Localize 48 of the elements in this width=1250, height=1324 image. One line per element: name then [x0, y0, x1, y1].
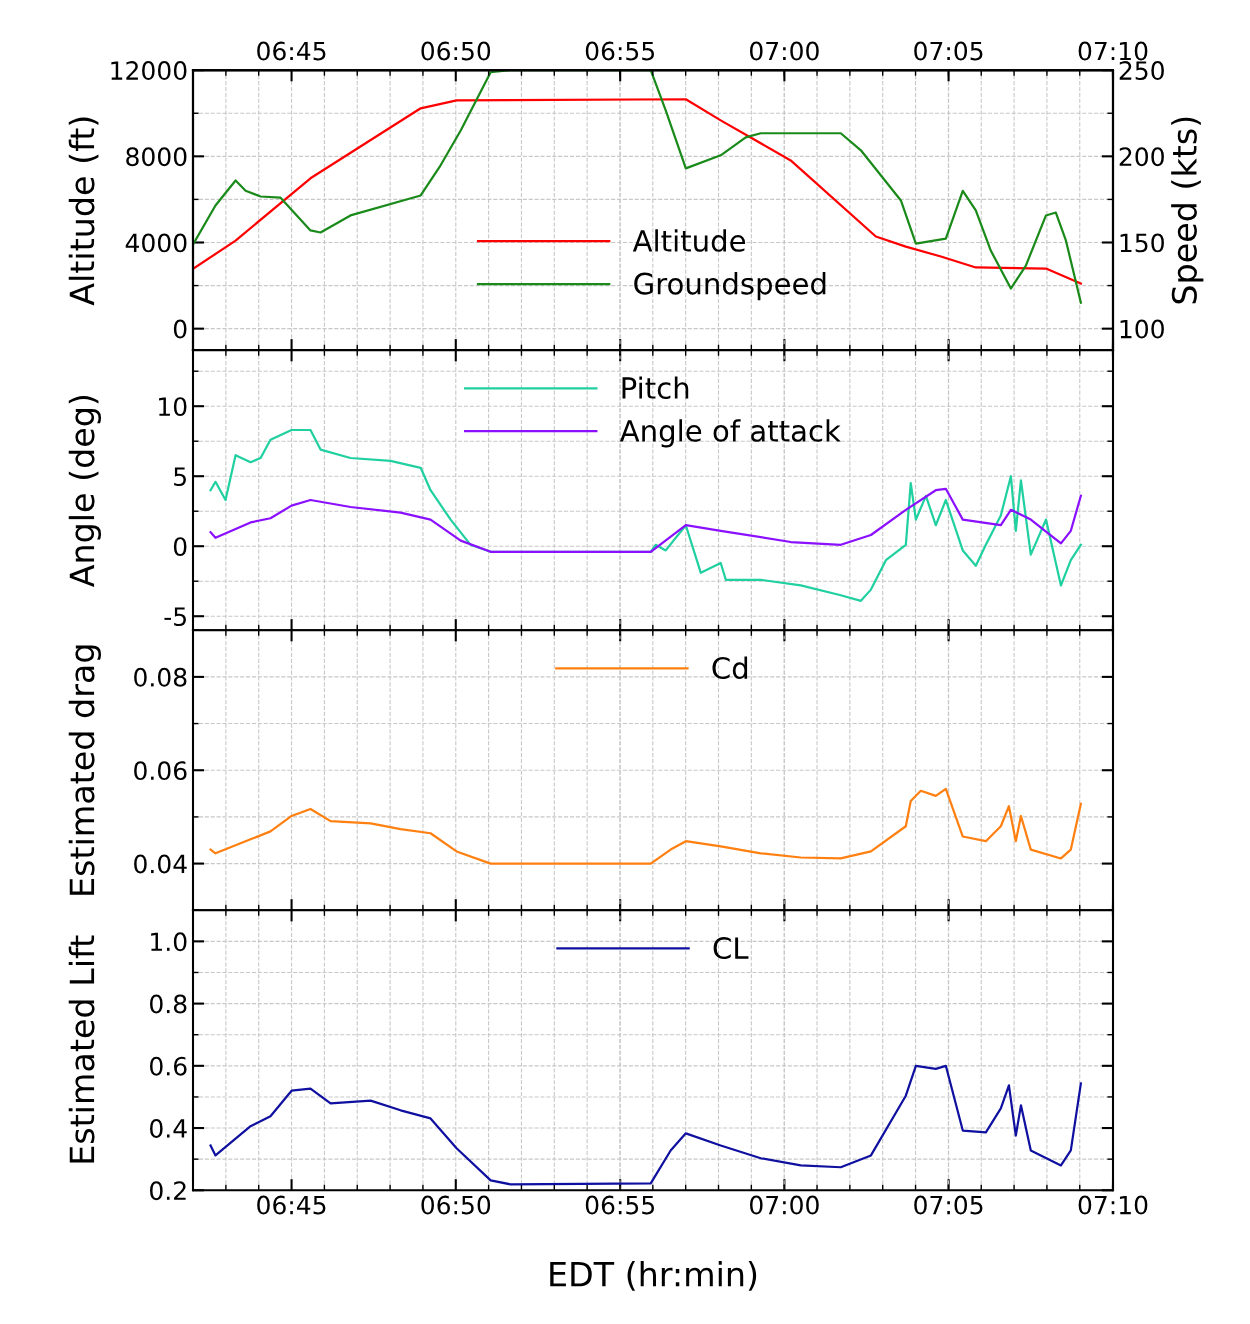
- y-tick-label: 1.0: [151, 932, 187, 952]
- legend-label: Angle of attack: [619, 419, 841, 448]
- x2-tick-label: 07:10: [1078, 41, 1148, 61]
- x2-tick-label: 06:45: [257, 41, 326, 61]
- y2-tick-label: 150: [1120, 233, 1164, 253]
- y-axis-title: Altitude (ft): [68, 117, 99, 306]
- line-series: [209, 1064, 1082, 1186]
- x-tick-label: 07:00: [750, 1195, 819, 1215]
- y-tick-label: 0: [173, 319, 187, 339]
- x2-tick-label: 06:50: [421, 41, 491, 61]
- y-tick-label: 0.04: [134, 854, 187, 874]
- y2-tick-label: 250: [1119, 61, 1164, 81]
- y-tick-label: 0.08: [134, 667, 187, 687]
- x-tick-label: 07:10: [1078, 1195, 1148, 1215]
- line-series: [193, 70, 1082, 304]
- y-axis-title: Angle (deg): [68, 395, 101, 588]
- x-tick-label: 06:50: [421, 1195, 491, 1215]
- y-tick-label: 10: [159, 397, 187, 417]
- y-axis-title: Estimated drag: [68, 645, 101, 895]
- x-tick-label: 07:05: [914, 1195, 983, 1215]
- x2-tick-label: 07:00: [750, 41, 819, 61]
- line-series: [209, 487, 1082, 553]
- x-tick-label: 06:55: [585, 1195, 655, 1215]
- y-tick-label: 0.8: [150, 994, 187, 1014]
- legend-label: CL: [713, 937, 749, 960]
- y-tick-label: 0.6: [150, 1056, 187, 1076]
- y-tick-label: 0.2: [150, 1181, 186, 1201]
- x-axis-title: EDT (hr:min): [550, 1261, 757, 1291]
- x2-tick-label: 06:55: [585, 41, 655, 61]
- y-axis-title: Estimated Lift: [68, 935, 95, 1163]
- legend-label: Groundspeed: [634, 272, 826, 301]
- y-tick-label: 0: [173, 537, 187, 557]
- line-series: [209, 787, 1082, 865]
- x-tick-label: 06:45: [257, 1195, 326, 1215]
- legend-label: Altitude: [632, 229, 746, 252]
- legend-label: Pitch: [622, 376, 689, 400]
- y-tick-label: 4000: [125, 233, 187, 253]
- y-tick-label: -5: [164, 607, 186, 627]
- x2-tick-label: 07:05: [914, 41, 983, 61]
- y-tick-label: 0.06: [134, 761, 187, 781]
- y2-axis-title: Speed (kts): [1171, 117, 1204, 304]
- y2-tick-label: 200: [1119, 147, 1164, 167]
- y-tick-label: 5: [174, 467, 186, 487]
- y-tick-label: 8000: [126, 147, 187, 167]
- legend-label: Cd: [712, 656, 748, 680]
- y2-tick-label: 100: [1120, 319, 1164, 339]
- y-tick-label: 12000: [111, 61, 187, 81]
- y-tick-label: 0.4: [150, 1118, 187, 1138]
